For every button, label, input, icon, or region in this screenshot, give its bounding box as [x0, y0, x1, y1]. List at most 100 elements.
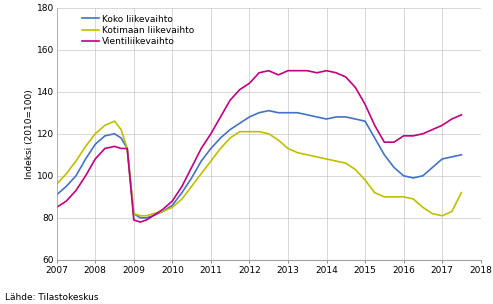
Koko liikevaihto: [439, 157, 445, 161]
Koko liikevaihto: [304, 113, 310, 117]
Vientiliikevaihto: [333, 71, 339, 74]
Vientiliikevaihto: [362, 102, 368, 106]
Kotimaan liikevaihto: [439, 214, 445, 218]
Koko liikevaihto: [217, 136, 223, 140]
Koko liikevaihto: [246, 115, 252, 119]
Koko liikevaihto: [227, 128, 233, 131]
Vientiliikevaihto: [160, 208, 166, 211]
Vientiliikevaihto: [92, 157, 98, 161]
Kotimaan liikevaihto: [189, 185, 195, 188]
Vientiliikevaihto: [131, 218, 137, 222]
Kotimaan liikevaihto: [198, 172, 204, 175]
Vientiliikevaihto: [266, 69, 272, 73]
Vientiliikevaihto: [449, 117, 455, 121]
Vientiliikevaihto: [138, 220, 143, 224]
Vientiliikevaihto: [276, 73, 282, 77]
Kotimaan liikevaihto: [333, 159, 339, 163]
Kotimaan liikevaihto: [401, 195, 407, 199]
Vientiliikevaihto: [111, 145, 117, 148]
Kotimaan liikevaihto: [323, 157, 329, 161]
Kotimaan liikevaihto: [266, 132, 272, 136]
Kotimaan liikevaihto: [295, 151, 301, 154]
Koko liikevaihto: [314, 115, 320, 119]
Koko liikevaihto: [208, 147, 214, 150]
Koko liikevaihto: [143, 216, 149, 220]
Kotimaan liikevaihto: [170, 206, 176, 209]
Vientiliikevaihto: [285, 69, 291, 73]
Koko liikevaihto: [170, 203, 176, 207]
Vientiliikevaihto: [429, 128, 435, 131]
Vientiliikevaihto: [391, 140, 397, 144]
Line: Kotimaan liikevaihto: Kotimaan liikevaihto: [57, 121, 461, 216]
Koko liikevaihto: [160, 210, 166, 213]
Vientiliikevaihto: [304, 69, 310, 73]
Kotimaan liikevaihto: [143, 214, 149, 218]
Vientiliikevaihto: [420, 132, 426, 136]
Kotimaan liikevaihto: [217, 147, 223, 150]
Kotimaan liikevaihto: [208, 159, 214, 163]
Vientiliikevaihto: [439, 123, 445, 127]
Kotimaan liikevaihto: [391, 195, 397, 199]
Kotimaan liikevaihto: [138, 214, 143, 218]
Kotimaan liikevaihto: [102, 123, 108, 127]
Koko liikevaihto: [449, 155, 455, 159]
Koko liikevaihto: [64, 185, 70, 188]
Koko liikevaihto: [333, 115, 339, 119]
Koko liikevaihto: [124, 147, 130, 150]
Kotimaan liikevaihto: [276, 138, 282, 142]
Vientiliikevaihto: [372, 123, 378, 127]
Koko liikevaihto: [73, 174, 79, 178]
Kotimaan liikevaihto: [410, 197, 416, 201]
Vientiliikevaihto: [227, 98, 233, 102]
Kotimaan liikevaihto: [362, 178, 368, 182]
Koko liikevaihto: [198, 159, 204, 163]
Kotimaan liikevaihto: [64, 172, 70, 175]
Kotimaan liikevaihto: [124, 147, 130, 150]
Vientiliikevaihto: [208, 132, 214, 136]
Koko liikevaihto: [189, 176, 195, 180]
Kotimaan liikevaihto: [343, 161, 349, 165]
Vientiliikevaihto: [343, 75, 349, 79]
Koko liikevaihto: [458, 153, 464, 157]
Koko liikevaihto: [118, 136, 124, 140]
Text: Lähde: Tilastokeskus: Lähde: Tilastokeskus: [5, 293, 99, 302]
Koko liikevaihto: [256, 111, 262, 115]
Vientiliikevaihto: [217, 115, 223, 119]
Koko liikevaihto: [401, 174, 407, 178]
Kotimaan liikevaihto: [458, 191, 464, 195]
Kotimaan liikevaihto: [118, 128, 124, 131]
Vientiliikevaihto: [295, 69, 301, 73]
Koko liikevaihto: [131, 212, 137, 216]
Vientiliikevaihto: [73, 189, 79, 192]
Kotimaan liikevaihto: [227, 136, 233, 140]
Koko liikevaihto: [372, 136, 378, 140]
Vientiliikevaihto: [189, 166, 195, 169]
Kotimaan liikevaihto: [73, 159, 79, 163]
Legend: Koko liikevaihto, Kotimaan liikevaihto, Vientiliikevaihto: Koko liikevaihto, Kotimaan liikevaihto, …: [82, 15, 195, 46]
Kotimaan liikevaihto: [92, 132, 98, 136]
Vientiliikevaihto: [150, 214, 156, 218]
Y-axis label: Indeksi (2010=100): Indeksi (2010=100): [25, 89, 34, 179]
Koko liikevaihto: [179, 191, 185, 195]
Koko liikevaihto: [343, 115, 349, 119]
Kotimaan liikevaihto: [352, 168, 358, 171]
Koko liikevaihto: [323, 117, 329, 121]
Kotimaan liikevaihto: [111, 119, 117, 123]
Koko liikevaihto: [420, 174, 426, 178]
Koko liikevaihto: [429, 166, 435, 169]
Vientiliikevaihto: [401, 134, 407, 138]
Vientiliikevaihto: [410, 134, 416, 138]
Koko liikevaihto: [362, 119, 368, 123]
Koko liikevaihto: [150, 214, 156, 218]
Vientiliikevaihto: [246, 81, 252, 85]
Vientiliikevaihto: [83, 174, 89, 178]
Kotimaan liikevaihto: [246, 130, 252, 133]
Kotimaan liikevaihto: [382, 195, 387, 199]
Vientiliikevaihto: [314, 71, 320, 74]
Kotimaan liikevaihto: [420, 206, 426, 209]
Kotimaan liikevaihto: [256, 130, 262, 133]
Kotimaan liikevaihto: [83, 145, 89, 148]
Line: Koko liikevaihto: Koko liikevaihto: [57, 111, 461, 218]
Koko liikevaihto: [276, 111, 282, 115]
Koko liikevaihto: [237, 121, 243, 125]
